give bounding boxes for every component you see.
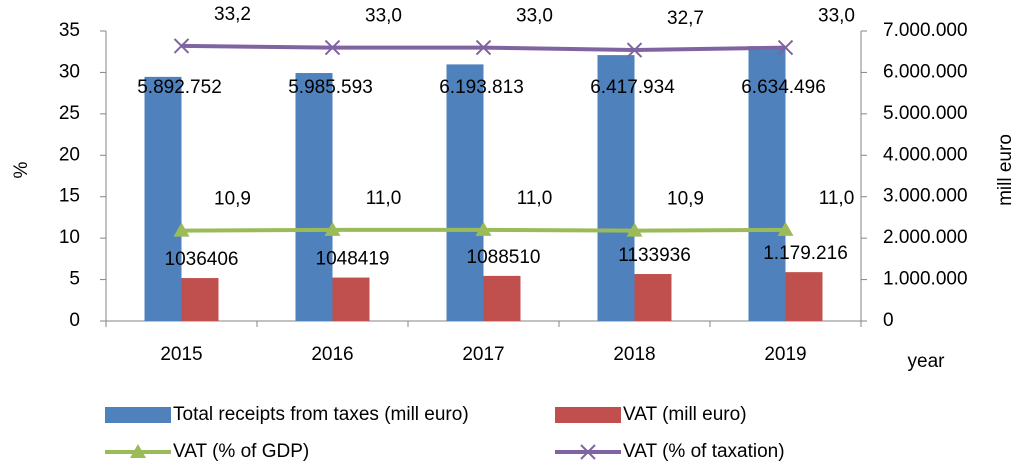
legend-marker xyxy=(580,444,596,460)
y2-tick-label: 0 xyxy=(883,310,894,331)
y-tick-label: 20 xyxy=(59,144,80,165)
data-label: 1088510 xyxy=(467,247,541,268)
data-label: 33,2 xyxy=(214,4,251,25)
x-tick-label: 2018 xyxy=(613,344,655,365)
y-tick-label: 30 xyxy=(59,61,80,82)
y-tick-label: 0 xyxy=(69,310,80,331)
legend-swatch xyxy=(555,407,621,423)
y2-axis-title: mill euro xyxy=(995,134,1016,206)
data-label: 1048419 xyxy=(316,249,390,270)
point xyxy=(173,38,190,54)
y2-tick-label: 1.000.000 xyxy=(883,269,968,290)
legend-label: VAT (% of GDP) xyxy=(173,441,309,462)
y-tick-label: 5 xyxy=(69,269,80,290)
data-label: 33,0 xyxy=(818,6,855,27)
data-label: 32,7 xyxy=(667,8,704,29)
data-label: 1133936 xyxy=(618,245,691,266)
data-label: 5.892.752 xyxy=(137,77,222,98)
y2-tick-label: 4.000.000 xyxy=(883,144,968,165)
point xyxy=(324,39,341,56)
bar xyxy=(597,55,635,321)
x-tick-label: 2019 xyxy=(764,344,806,365)
data-label: 11,0 xyxy=(819,188,855,209)
bar xyxy=(295,73,333,321)
legend-label: VAT (% of taxation) xyxy=(623,441,785,462)
y-axis-title: % xyxy=(11,161,32,178)
y-tick-label: 10 xyxy=(59,227,80,248)
point xyxy=(475,221,492,236)
data-label: 33,0 xyxy=(516,6,553,27)
data-label: 6.417.934 xyxy=(590,77,675,98)
point xyxy=(626,222,643,237)
point xyxy=(475,39,492,56)
x-tick-label: 2017 xyxy=(462,344,504,365)
bar xyxy=(332,277,370,321)
legend-label: Total receipts from taxes (mill euro) xyxy=(173,404,469,425)
data-label: 11,0 xyxy=(517,188,553,209)
data-label: 11,0 xyxy=(366,188,402,209)
legend-marker xyxy=(130,444,146,458)
point xyxy=(324,221,341,236)
point xyxy=(777,221,794,236)
bar xyxy=(144,76,182,321)
x-tick-label: 2015 xyxy=(160,344,202,365)
y-tick-label: 25 xyxy=(59,103,80,124)
data-label: 6.634.496 xyxy=(741,77,826,98)
point xyxy=(173,222,190,237)
data-label: 6.193.813 xyxy=(439,77,524,98)
bar xyxy=(483,275,521,321)
bar xyxy=(446,64,484,322)
data-label: 1036406 xyxy=(165,249,239,270)
bar xyxy=(181,278,219,321)
data-label: 10,9 xyxy=(667,189,704,210)
x-tick-label: 2016 xyxy=(311,344,353,365)
y2-tick-label: 7.000.000 xyxy=(883,20,968,41)
y-tick-label: 35 xyxy=(59,20,80,41)
data-label: 33,0 xyxy=(365,6,402,27)
bar xyxy=(634,274,672,321)
y-tick-label: 15 xyxy=(59,186,80,207)
y2-tick-label: 6.000.000 xyxy=(883,61,968,82)
data-label: 10,9 xyxy=(214,189,251,210)
bar xyxy=(785,272,823,321)
bar xyxy=(748,46,786,322)
legend-label: VAT (mill euro) xyxy=(623,404,747,425)
point xyxy=(777,39,794,56)
data-label: 5.985.593 xyxy=(288,77,373,98)
y2-tick-label: 2.000.000 xyxy=(883,227,968,248)
x-axis-title: year xyxy=(908,351,946,372)
legend-swatch xyxy=(105,407,171,423)
y2-tick-label: 3.000.000 xyxy=(883,186,968,207)
point xyxy=(626,42,643,58)
y2-tick-label: 5.000.000 xyxy=(883,103,968,124)
data-label: 1.179.216 xyxy=(763,243,848,264)
